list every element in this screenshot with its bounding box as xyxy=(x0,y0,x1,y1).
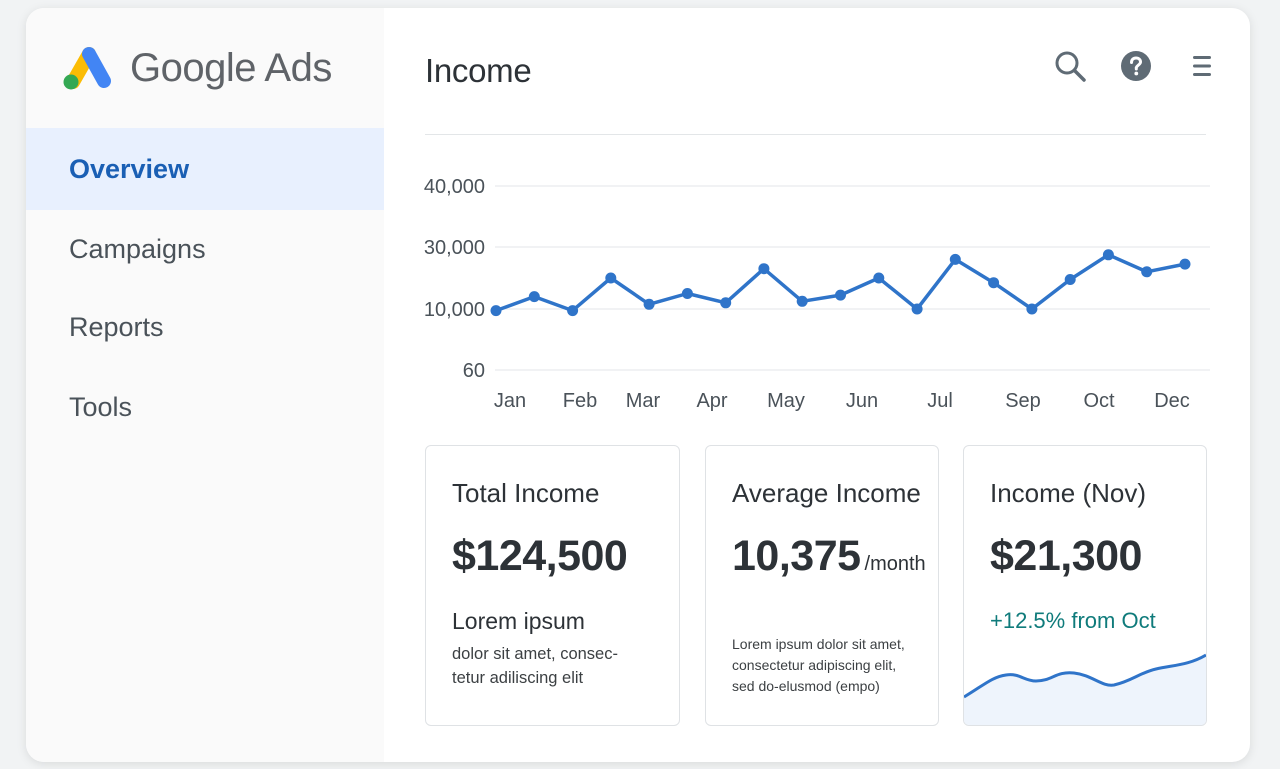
total-income-card[interactable]: Total Income $124,500 Lorem ipsum dolor … xyxy=(425,445,680,726)
chart-data-point xyxy=(491,305,502,316)
chart-data-point xyxy=(835,290,846,301)
monthly-income-card[interactable]: Income (Nov) $21,300 +12.5% from Oct xyxy=(963,445,1207,726)
help-button[interactable] xyxy=(1118,48,1154,84)
chart-x-tick-label: Feb xyxy=(563,390,597,412)
chart-data-point xyxy=(873,273,884,284)
chart-y-tick-label: 60 xyxy=(463,360,485,382)
card-description-line: Lorem ipsum dolor sit amet, xyxy=(732,634,939,655)
chart-data-point xyxy=(912,304,923,315)
card-value: 10,375 xyxy=(732,532,861,580)
chart-data-point xyxy=(758,263,769,274)
sidebar-item-label: Reports xyxy=(69,312,164,343)
card-description-line: consectetur adipiscing elit, xyxy=(732,655,939,676)
chart-data-point xyxy=(1103,249,1114,260)
card-title: Average Income xyxy=(732,478,921,509)
chart-data-point xyxy=(529,291,540,302)
header-divider xyxy=(425,134,1206,135)
menu-button[interactable] xyxy=(1184,48,1220,84)
search-button[interactable] xyxy=(1052,48,1088,84)
page-title: Income xyxy=(425,52,531,90)
app-window: Google Ads Overview Campaigns Reports To… xyxy=(26,8,1250,762)
brand[interactable]: Google Ads xyxy=(60,44,332,92)
card-value: $124,500 xyxy=(452,532,627,581)
sidebar-nav: Overview Campaigns Reports Tools xyxy=(26,128,384,448)
chart-data-point xyxy=(1026,304,1037,315)
chart-y-ticks: 40,000 30,000 10,000 60 xyxy=(424,176,485,382)
card-subtitle: Lorem ipsum xyxy=(452,608,585,635)
chart-x-tick-label: Jul xyxy=(927,390,953,412)
card-unit: /month xyxy=(865,553,926,575)
search-icon xyxy=(1053,49,1087,83)
chart-data-point xyxy=(797,296,808,307)
sidebar-item-label: Tools xyxy=(69,392,132,423)
card-description-line: sed do-elusmod (empo) xyxy=(732,676,939,697)
chart-x-tick-label: Oct xyxy=(1083,390,1115,412)
card-description-line: tetur adiliscing elit xyxy=(452,666,583,690)
chart-x-ticks: Jan Feb Mar Apr May Jun Jul Sep Oct Dec xyxy=(494,390,1190,412)
chart-data-point xyxy=(1180,259,1191,270)
chart-data-point xyxy=(644,299,655,310)
chart-y-tick-label: 40,000 xyxy=(424,176,485,198)
chart-series xyxy=(491,249,1191,316)
card-title: Total Income xyxy=(452,478,599,509)
chart-x-tick-label: Jan xyxy=(494,390,526,412)
header-actions xyxy=(1052,48,1220,84)
chart-x-tick-label: Dec xyxy=(1154,390,1190,412)
sidebar-item-label: Campaigns xyxy=(69,234,206,265)
card-description: Lorem ipsum dolor sit amet, consectetur … xyxy=(732,634,939,697)
main-content: Income xyxy=(384,8,1250,762)
chart-series-line xyxy=(496,255,1185,311)
sidebar: Google Ads Overview Campaigns Reports To… xyxy=(26,8,384,762)
chart-x-tick-label: May xyxy=(767,390,805,412)
sidebar-item-label: Overview xyxy=(69,154,189,185)
card-value-row: 10,375/month xyxy=(732,532,926,581)
chart-x-tick-label: Mar xyxy=(626,390,661,412)
chart-data-point xyxy=(988,277,999,288)
card-change-indicator: +12.5% from Oct xyxy=(990,608,1156,634)
sparkline-chart xyxy=(964,635,1206,725)
sidebar-item-tools[interactable]: Tools xyxy=(26,366,384,448)
average-income-card[interactable]: Average Income 10,375/month Lorem ipsum … xyxy=(705,445,939,726)
chart-y-tick-label: 10,000 xyxy=(424,299,485,321)
sidebar-item-overview[interactable]: Overview xyxy=(26,128,384,210)
chart-y-tick-label: 30,000 xyxy=(424,237,485,259)
chart-data-point xyxy=(1065,274,1076,285)
card-description-line: dolor sit amet, consec- xyxy=(452,642,618,666)
sidebar-item-reports[interactable]: Reports xyxy=(26,288,384,366)
chart-x-tick-label: Jun xyxy=(846,390,878,412)
sidebar-item-campaigns[interactable]: Campaigns xyxy=(26,210,384,288)
card-title: Income (Nov) xyxy=(990,478,1146,509)
card-value: $21,300 xyxy=(990,532,1142,581)
menu-icon xyxy=(1189,53,1215,79)
chart-x-tick-label: Apr xyxy=(696,390,727,412)
chart-data-point xyxy=(950,254,961,265)
chart-x-tick-label: Sep xyxy=(1005,390,1041,412)
chart-gridlines xyxy=(495,186,1210,370)
chart-data-point xyxy=(720,297,731,308)
help-icon xyxy=(1120,50,1152,82)
google-ads-logo-icon xyxy=(60,44,114,92)
chart-data-point xyxy=(682,288,693,299)
chart-data-point xyxy=(1141,266,1152,277)
chart-data-point xyxy=(567,305,578,316)
brand-name: Google Ads xyxy=(130,46,332,91)
chart-data-point xyxy=(605,273,616,284)
